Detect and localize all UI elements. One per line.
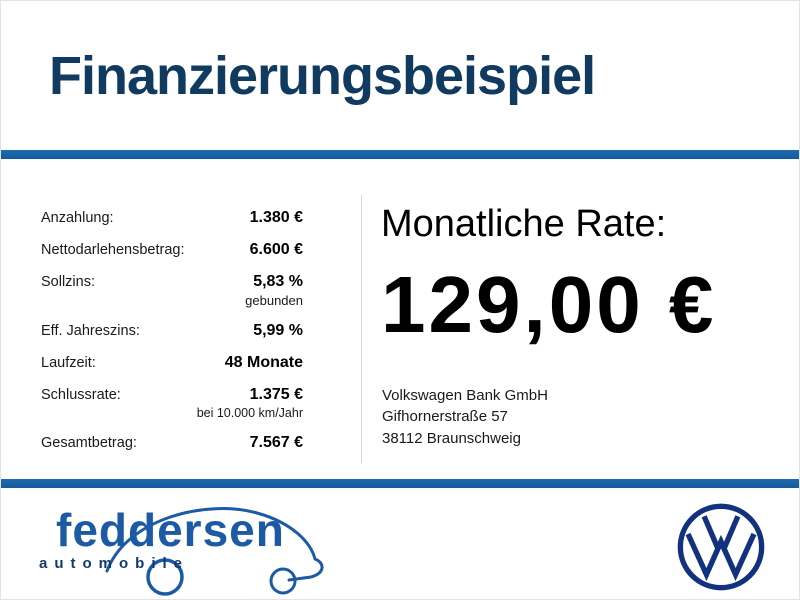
row-note-gebunden: gebunden	[245, 293, 303, 308]
row-label: Laufzeit:	[41, 355, 96, 371]
bank-street: Gifhornerstraße 57	[382, 408, 508, 426]
row-value: 6.600 €	[249, 241, 303, 258]
page-title: Finanzierungsbeispiel	[49, 46, 596, 106]
row-value: 1.375 €	[249, 386, 303, 403]
row-label: Anzahlung:	[41, 210, 114, 226]
bank-name: Volkswagen Bank GmbH	[382, 387, 548, 404]
bottom-divider-bar	[1, 479, 799, 488]
monthly-rate-amount: 129,00 €	[381, 260, 717, 349]
table-row-eff-jahreszins: Eff. Jahreszins: 5,99 %	[41, 322, 303, 340]
row-label: Sollzins:	[41, 274, 95, 290]
finance-table: Anzahlung: 1.380 € Nettodarlehensbetrag:…	[41, 209, 303, 466]
dealer-logo: feddersen automobile	[37, 501, 337, 597]
row-value: 1.380 €	[249, 209, 303, 226]
bank-address-block: Volkswagen Bank GmbH Gifhornerstraße 57 …	[382, 385, 548, 449]
row-label: Nettodarlehensbetrag:	[41, 242, 185, 258]
vw-logo	[675, 501, 767, 593]
dealer-subtitle: automobile	[39, 555, 190, 572]
row-value: 48 Monate	[224, 354, 303, 371]
row-note-km-jahr: bei 10.000 km/Jahr	[196, 406, 303, 420]
table-row-gesamtbetrag: Gesamtbetrag: 7.567 €	[41, 434, 303, 452]
row-label: Gesamtbetrag:	[41, 435, 137, 451]
table-row-laufzeit: Laufzeit: 48 Monate	[41, 354, 303, 372]
row-label: Eff. Jahreszins:	[41, 323, 140, 339]
table-row-schlussrate: Schlussrate: 1.375 €	[41, 386, 303, 404]
dealer-name: feddersen	[56, 504, 285, 556]
table-row-nettodarlehensbetrag: Nettodarlehensbetrag: 6.600 €	[41, 241, 303, 259]
bank-city: 38112 Braunschweig	[382, 429, 521, 447]
column-divider	[361, 195, 362, 463]
monthly-rate-heading: Monatliche Rate:	[381, 203, 667, 245]
row-value: 5,99 %	[253, 322, 303, 339]
table-row-sollzins: Sollzins: 5,83 %	[41, 273, 303, 291]
car-outline-icon	[105, 507, 324, 596]
vw-emblem-icon	[677, 503, 765, 591]
row-value: 7.567 €	[249, 434, 303, 451]
top-divider-bar	[1, 150, 799, 159]
row-value: 5,83 %	[253, 273, 303, 290]
table-row-anzahlung: Anzahlung: 1.380 €	[41, 209, 303, 227]
row-label: Schlussrate:	[41, 387, 121, 403]
